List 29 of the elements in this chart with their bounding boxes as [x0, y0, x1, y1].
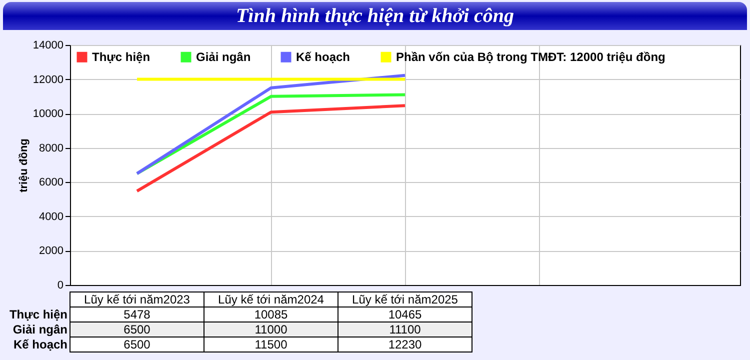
legend-label: Phần vốn của Bộ trong TMĐT: 12000 triệu đồng [396, 50, 666, 64]
x-tick-label: Lũy kế tới năm2025 [352, 292, 458, 306]
y-tick-label: 6000 [39, 176, 64, 189]
y-tick-label: 2000 [39, 245, 64, 258]
x-tick-label: Lũy kế tới năm2024 [218, 292, 324, 306]
data-label: 10465 [388, 308, 422, 322]
legend-label: Kế hoạch [296, 50, 350, 64]
data-label: 5478 [124, 308, 151, 322]
y-tick-label: 8000 [39, 142, 64, 154]
text: Kế hoạch [13, 338, 68, 352]
data-label: 11500 [254, 338, 288, 352]
x-tick-label: Lũy kế tới năm2023 [84, 292, 190, 306]
y-axis-title: triệu đồng [18, 138, 30, 192]
y-tick-label: 0 [57, 280, 64, 292]
text: Thực hiện [9, 308, 68, 322]
data-label: 11000 [254, 322, 288, 336]
data-label: 11100 [389, 322, 422, 336]
data-label: 12230 [388, 338, 422, 352]
text: Giải ngân [12, 322, 68, 336]
y-tick-label: 14000 [32, 40, 64, 52]
chart-title: Tình hình thực hiện từ khởi công [3, 2, 747, 30]
data-label: 10085 [254, 308, 288, 322]
legend-label: Thực hiện [92, 50, 150, 64]
data-label: 6500 [124, 338, 151, 352]
y-tick-label: 10000 [32, 108, 64, 120]
y-tick-label: 4000 [39, 210, 64, 223]
y-tick-label: 12000 [32, 74, 64, 86]
data-label: 6500 [124, 322, 151, 336]
legend-label: Giải ngân [196, 50, 251, 64]
